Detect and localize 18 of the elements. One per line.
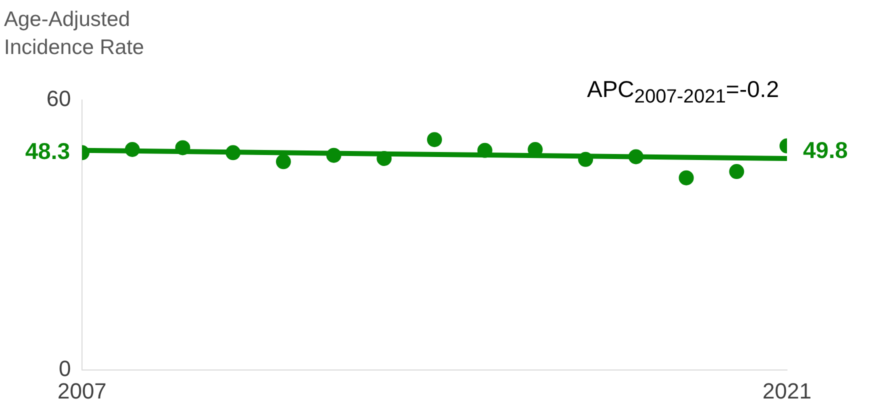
annotation: APC$_{2007-2021}$=-0.2: [587, 76, 779, 109]
point: [124, 142, 140, 157]
data-label: 48.3: [25, 138, 70, 164]
point: [477, 142, 492, 158]
point: [678, 170, 694, 186]
point: [276, 154, 291, 170]
point: [376, 151, 392, 166]
point: [226, 145, 241, 160]
point: [729, 164, 744, 180]
data-label: 49.8: [803, 137, 848, 164]
point: [326, 148, 342, 163]
point: [578, 152, 594, 167]
point: [175, 140, 190, 156]
y-tick-label: 60: [46, 86, 71, 112]
point: [628, 149, 644, 164]
x-tick-label: 2021: [762, 378, 812, 404]
y-axis-title: Age-Adjusted Incidence Rate: [4, 7, 146, 61]
point: [427, 132, 442, 148]
